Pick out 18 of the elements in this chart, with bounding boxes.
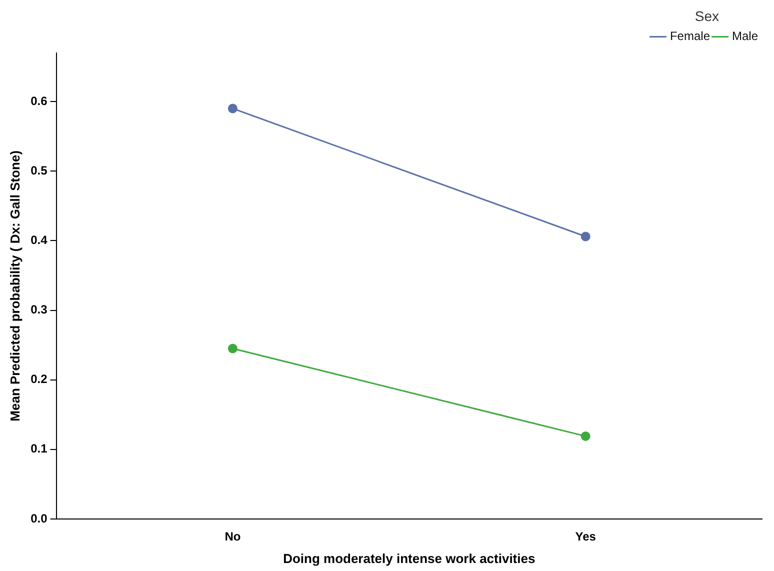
y-tick-label: 0.3: [30, 302, 48, 317]
y-tick-label: 0.0: [30, 511, 48, 526]
legend-label: Male: [732, 29, 758, 44]
y-tick-label: 0.5: [30, 163, 48, 178]
y-tick-label: 0.4: [30, 232, 48, 247]
point: [228, 344, 238, 354]
legend-label: Female: [670, 29, 710, 44]
x-axis-title: Doing moderately intense work activities: [283, 550, 536, 566]
y-axis-title: Mean Predicted probability ( Dx: Gall Stone): [7, 150, 22, 422]
x-tick-label: No: [224, 530, 241, 544]
x-tick-label: Yes: [575, 530, 596, 544]
point: [228, 104, 238, 114]
y-tick-label: 0.1: [30, 442, 48, 456]
y-tick-label: 0.2: [30, 372, 48, 386]
legend-title: Sex: [694, 8, 720, 24]
point: [580, 232, 590, 242]
y-tick-label: 0.6: [30, 94, 48, 108]
point: [580, 431, 590, 441]
